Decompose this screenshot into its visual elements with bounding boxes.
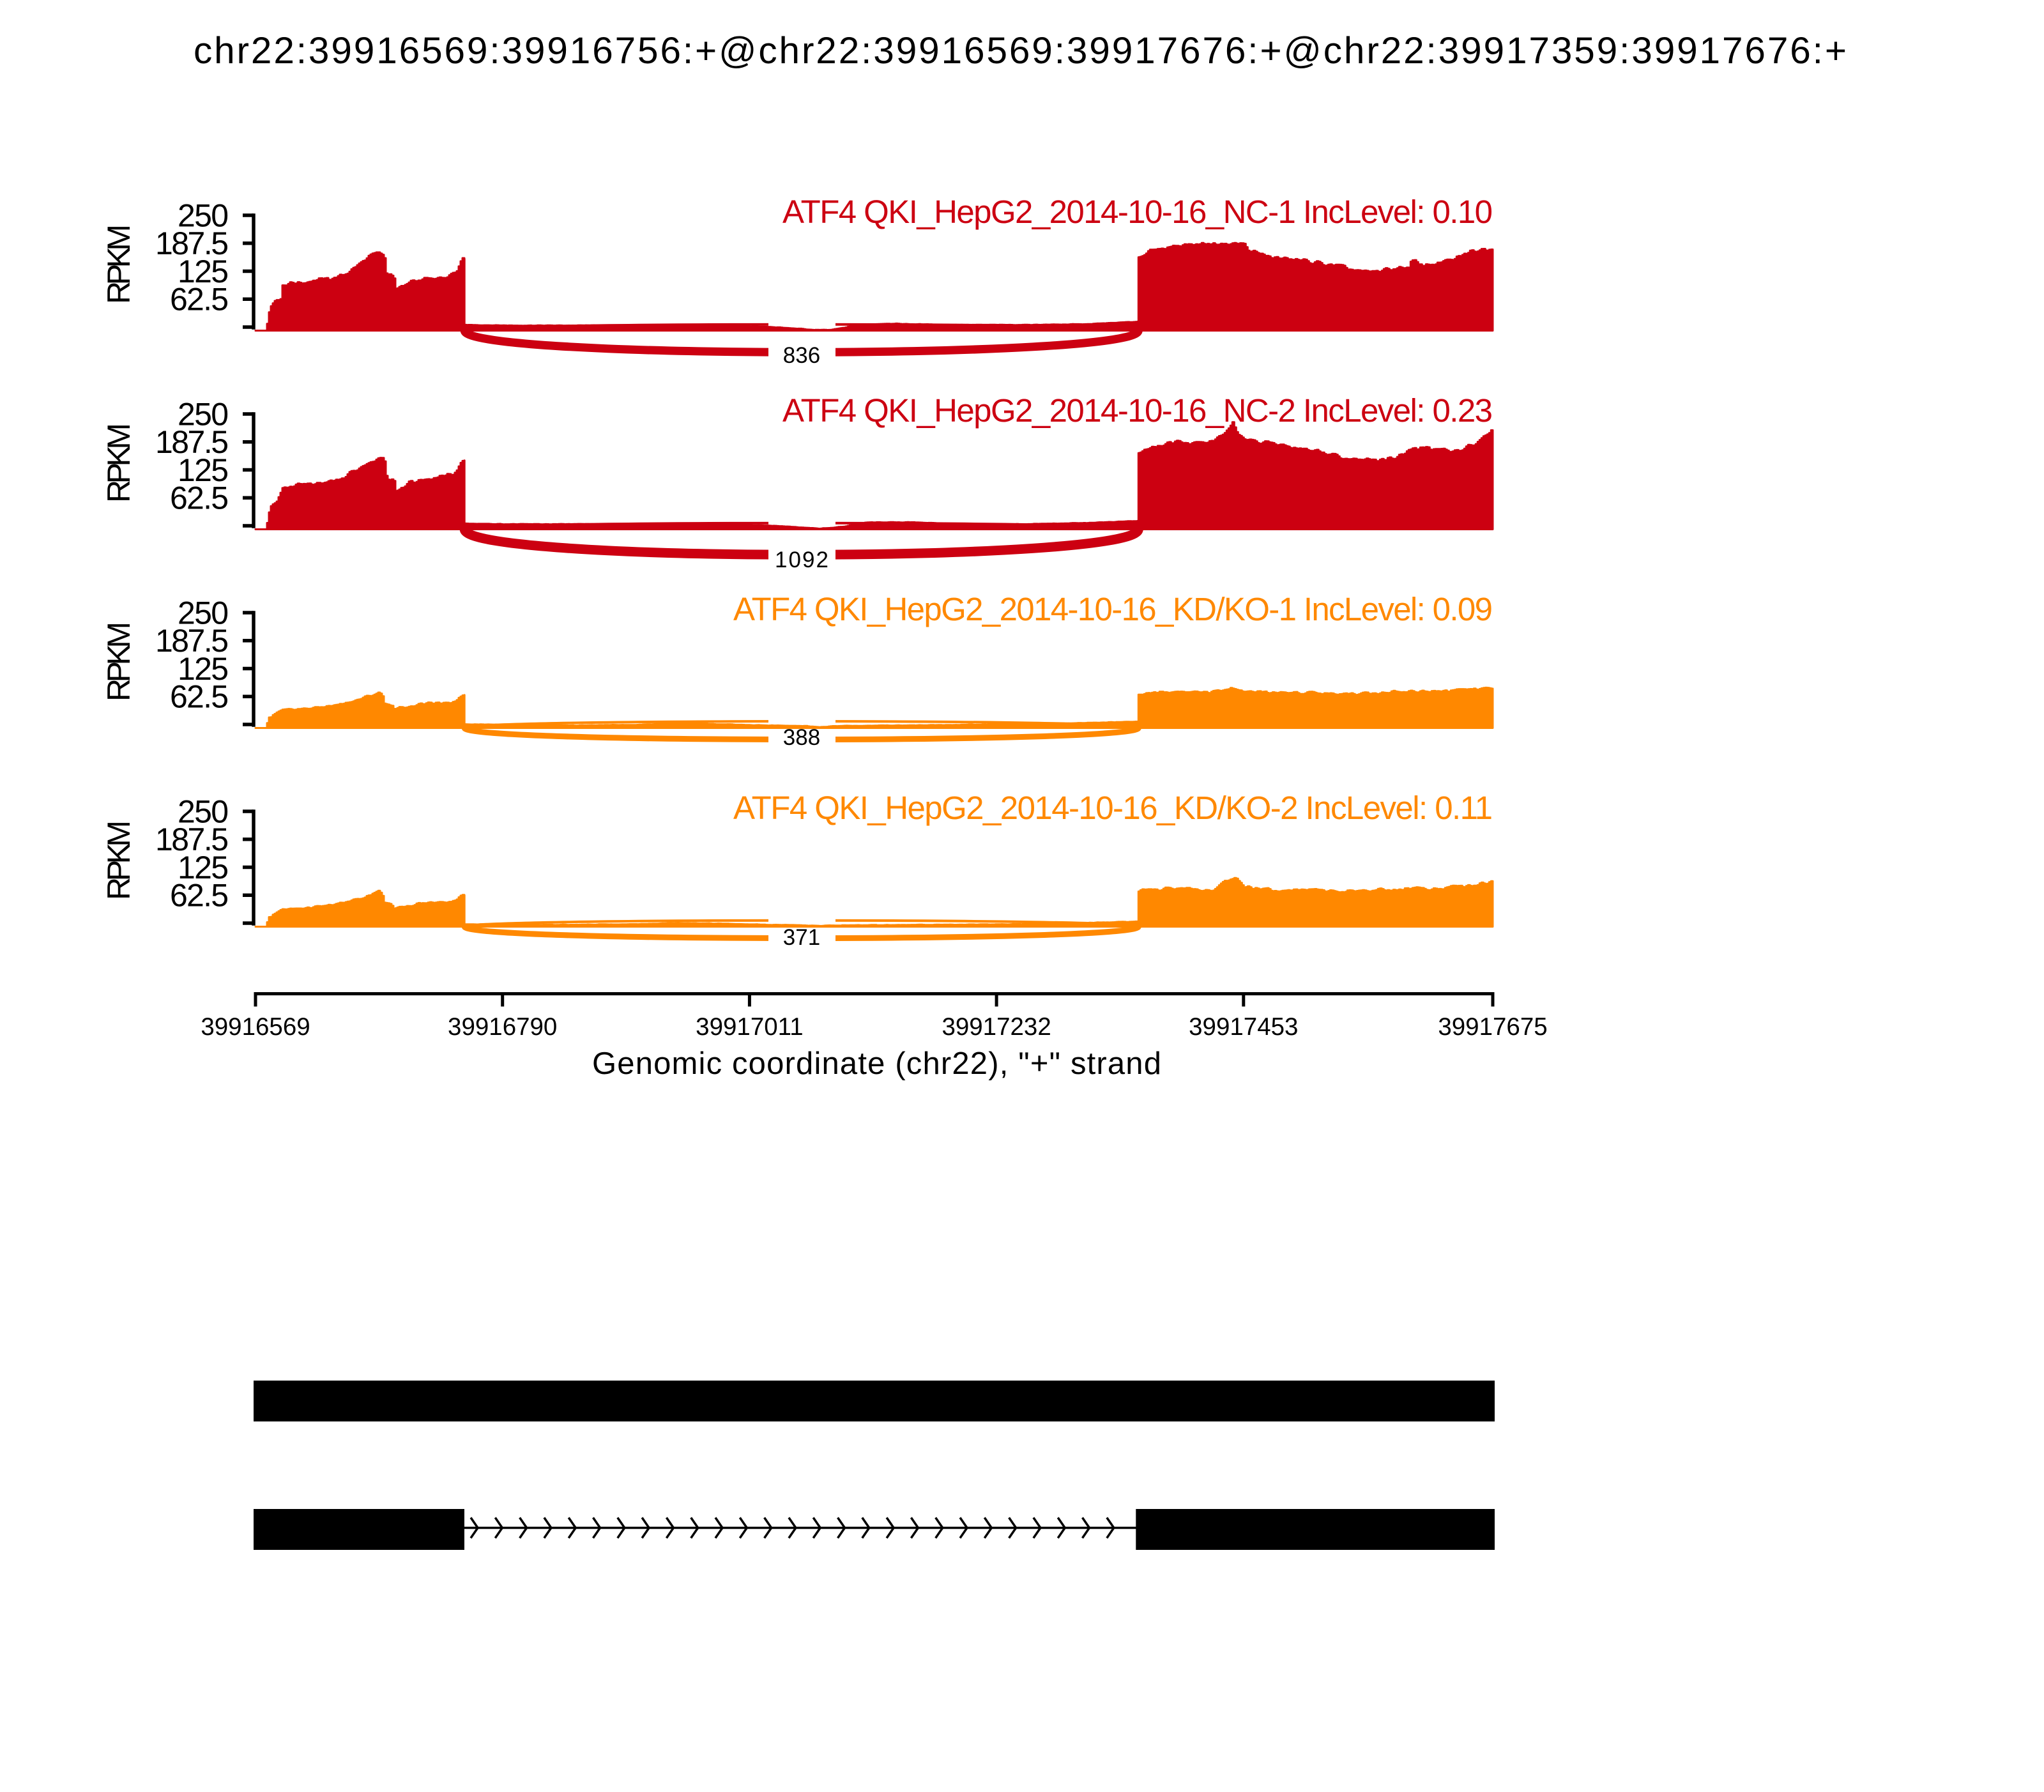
svg-text:ATF4 QKI_HepG2_2014-10-16_KD/K: ATF4 QKI_HepG2_2014-10-16_KD/KO-1 IncLev…: [733, 591, 1493, 627]
svg-text:RPKM: RPKM: [101, 224, 137, 304]
svg-text:187.5: 187.5: [155, 226, 229, 261]
svg-text:187.5: 187.5: [155, 822, 229, 857]
svg-text:39916790: 39916790: [448, 1013, 557, 1041]
svg-text:39917232: 39917232: [942, 1013, 1051, 1041]
svg-text:371: 371: [783, 925, 820, 950]
svg-text:250: 250: [178, 793, 229, 829]
svg-text:62.5: 62.5: [170, 480, 229, 516]
svg-text:ATF4 QKI_HepG2_2014-10-16_NC-2: ATF4 QKI_HepG2_2014-10-16_NC-2 IncLevel:…: [782, 392, 1493, 429]
svg-text:62.5: 62.5: [170, 878, 229, 914]
svg-text:39916569: 39916569: [201, 1013, 310, 1041]
svg-text:ATF4 QKI_HepG2_2014-10-16_NC-1: ATF4 QKI_HepG2_2014-10-16_NC-1 IncLevel:…: [782, 194, 1493, 230]
svg-text:250: 250: [178, 197, 229, 233]
svg-text:250: 250: [178, 595, 229, 631]
svg-text:chr22:39916569:39916756:+@chr2: chr22:39916569:39916756:+@chr22:39916569…: [194, 30, 1847, 72]
svg-text:836: 836: [783, 343, 820, 368]
svg-text:62.5: 62.5: [170, 679, 229, 715]
svg-text:250: 250: [178, 396, 229, 432]
svg-text:125: 125: [178, 850, 229, 885]
svg-text:125: 125: [178, 452, 229, 488]
svg-text:39917011: 39917011: [696, 1013, 803, 1041]
svg-text:187.5: 187.5: [155, 424, 229, 460]
svg-text:Genomic coordinate (chr22), "+: Genomic coordinate (chr22), "+" strand: [592, 1046, 1161, 1081]
svg-text:187.5: 187.5: [155, 623, 229, 659]
svg-text:RPKM: RPKM: [101, 622, 137, 701]
svg-text:125: 125: [178, 651, 229, 687]
svg-text:62.5: 62.5: [170, 282, 229, 318]
svg-text:39917453: 39917453: [1189, 1013, 1298, 1041]
svg-text:RPKM: RPKM: [101, 820, 137, 900]
svg-text:RPKM: RPKM: [101, 423, 137, 503]
svg-text:39917675: 39917675: [1438, 1013, 1547, 1041]
svg-text:388: 388: [783, 725, 820, 750]
svg-text:ATF4 QKI_HepG2_2014-10-16_KD/K: ATF4 QKI_HepG2_2014-10-16_KD/KO-2 IncLev…: [733, 790, 1493, 826]
svg-text:125: 125: [178, 254, 229, 289]
